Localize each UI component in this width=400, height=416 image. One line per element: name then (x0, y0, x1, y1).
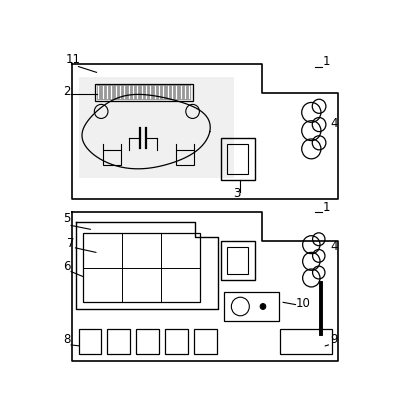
Text: 1: 1 (323, 201, 330, 214)
Text: 10: 10 (296, 297, 310, 310)
Text: 6: 6 (63, 260, 70, 273)
Bar (165, 329, 188, 354)
Text: 11: 11 (66, 53, 81, 67)
Bar (80, 77, 234, 178)
Text: 5: 5 (63, 212, 70, 225)
Bar (96, 85, 191, 99)
Text: 1: 1 (323, 55, 330, 68)
Bar (195, 222, 218, 237)
Bar (224, 292, 279, 321)
Bar (222, 138, 255, 180)
Bar (83, 233, 200, 302)
Bar (227, 144, 248, 174)
Bar (262, 64, 338, 93)
Text: 4: 4 (330, 240, 338, 253)
Text: 3: 3 (234, 187, 241, 200)
Bar (221, 241, 254, 280)
Bar (227, 247, 248, 273)
Bar (136, 329, 159, 354)
Bar (95, 84, 193, 101)
Bar (78, 329, 102, 354)
Bar (262, 212, 338, 240)
Text: 4: 4 (330, 117, 338, 131)
Text: 2: 2 (63, 85, 70, 99)
Bar (103, 149, 121, 165)
Text: 9: 9 (330, 333, 338, 346)
Bar (280, 329, 332, 354)
Text: 8: 8 (63, 333, 70, 346)
Bar (194, 329, 217, 354)
Circle shape (260, 304, 266, 310)
Text: 7: 7 (67, 237, 74, 250)
Bar (176, 149, 194, 165)
Bar (107, 329, 130, 354)
